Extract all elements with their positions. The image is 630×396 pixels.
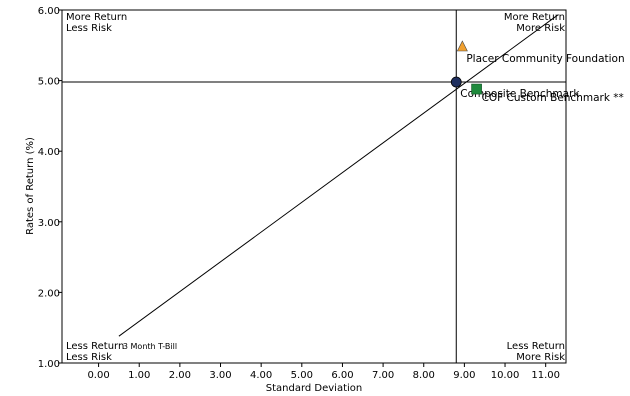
x-tick-label: 6.00 (331, 370, 353, 381)
point-marker-circle (450, 76, 462, 88)
y-tick-label: 3.00 (38, 218, 60, 229)
x-tick-label: 7.00 (372, 370, 394, 381)
plot-frame (61, 9, 567, 364)
x-tick-label: 11.00 (531, 370, 560, 381)
y-axis-ticks: 1.00 2.00 3.00 4.00 5.00 6.00 (38, 6, 62, 370)
quadrant-top-left-line2: Less Risk (66, 23, 112, 34)
y-tick-label: 4.00 (38, 147, 60, 158)
x-tick-label: 9.00 (453, 370, 475, 381)
x-tick-label: 4.00 (250, 370, 272, 381)
x-tick-label: 2.00 (169, 370, 191, 381)
x-tick-label: 10.00 (491, 370, 520, 381)
quadrant-bottom-right-line2: More Risk (516, 352, 565, 363)
data-points: Placer Community Foundation Composite Ben… (123, 40, 625, 351)
quadrant-top-right-line1: More Return (504, 12, 565, 23)
x-tick-label: 3.00 (209, 370, 231, 381)
x-axis-label: Standard Deviation (266, 383, 363, 394)
y-tick-label: 1.00 (38, 359, 60, 370)
x-tick-label: 8.00 (413, 370, 435, 381)
x-axis-ticks: 0.00 1.00 2.00 3.00 4.00 5.00 6.00 7.00 8.00 9.00… (87, 363, 560, 381)
quadrant-bottom-left-line2: Less Risk (66, 352, 112, 363)
y-tick-label: 5.00 (38, 77, 60, 88)
y-axis-label: Rates of Return (%) (25, 137, 36, 235)
x-tick-label: 5.00 (291, 370, 313, 381)
point-label: COF Custom Benchmark ** (482, 92, 624, 104)
quadrant-top-left-line1: More Return (66, 12, 127, 23)
point-label: Composite Benchmark (460, 88, 580, 100)
point-label: 3 Month T-Bill (123, 342, 177, 351)
quadrant-bottom-right-line1: Less Return (507, 341, 565, 352)
point-label: Placer Community Foundation (466, 53, 624, 65)
x-tick-label: 1.00 (128, 370, 150, 381)
y-tick-label: 6.00 (38, 6, 60, 17)
quadrant-bottom-left-line1: Less Return (66, 341, 124, 352)
capital-market-line (118, 14, 559, 337)
x-tick-label: 0.00 (87, 370, 109, 381)
point-marker-triangle (456, 40, 468, 52)
quadrant-top-right-line2: More Risk (516, 23, 565, 34)
y-tick-label: 2.00 (38, 288, 60, 299)
point-marker-square (471, 83, 482, 95)
